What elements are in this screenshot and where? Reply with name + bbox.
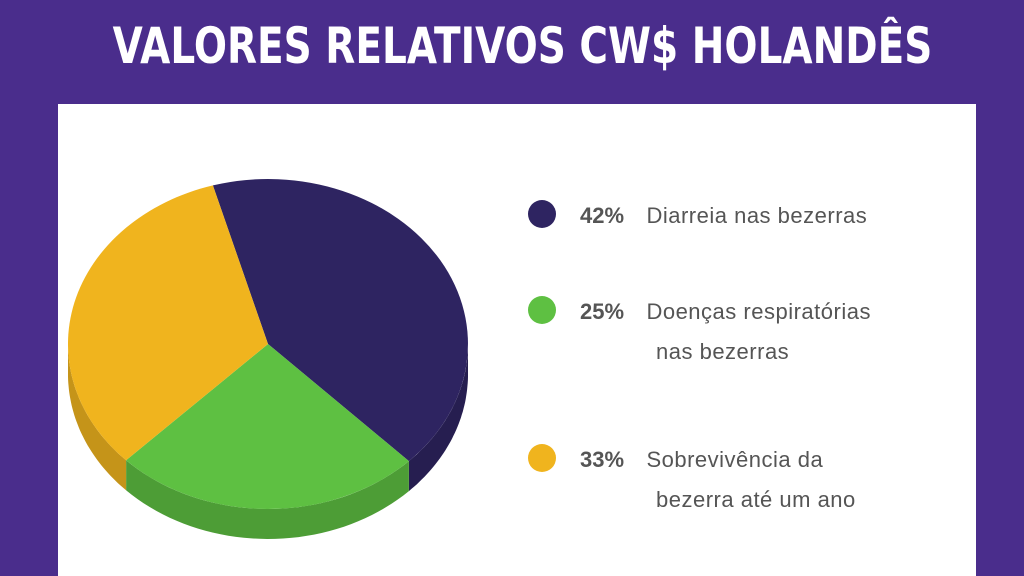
legend-label: Doenças respiratórias [646,299,871,324]
legend-label-line2: nas bezerras [656,339,790,364]
pie-side-2 [126,460,409,539]
legend-label-line2: bezerra até um ano [656,487,856,512]
pie-chart [68,174,488,554]
pie-slice-2 [126,344,409,510]
legend-pct: 33% [580,447,625,472]
pie-side-3 [68,343,127,491]
page-title: VALORES RELATIVOS CW$ HOLANDÊS [112,17,933,75]
legend-dot-green [528,296,556,324]
legend-dot-yellow [528,444,556,472]
pie-slice-1 [212,179,468,462]
legend-label: Sobrevivência da [646,447,824,472]
legend-item-sobrevivencia: 33% Sobrevivência da bezerra até um ano [528,440,856,520]
legend-pct: 42% [580,203,625,228]
legend-pct: 25% [580,299,625,324]
pie-side-1 [408,346,468,492]
legend-item-doencas: 25% Doenças respiratórias nas bezerras [528,292,871,372]
pie-slice-3 [68,185,268,461]
legend-label: Diarreia nas bezerras [646,203,868,228]
legend-item-diarreia: 42% Diarreia nas bezerras [528,196,867,236]
chart-panel: 42% Diarreia nas bezerras 25% Doenças re… [58,104,976,576]
pie-svg [68,179,468,539]
legend-dot-purple [528,200,556,228]
